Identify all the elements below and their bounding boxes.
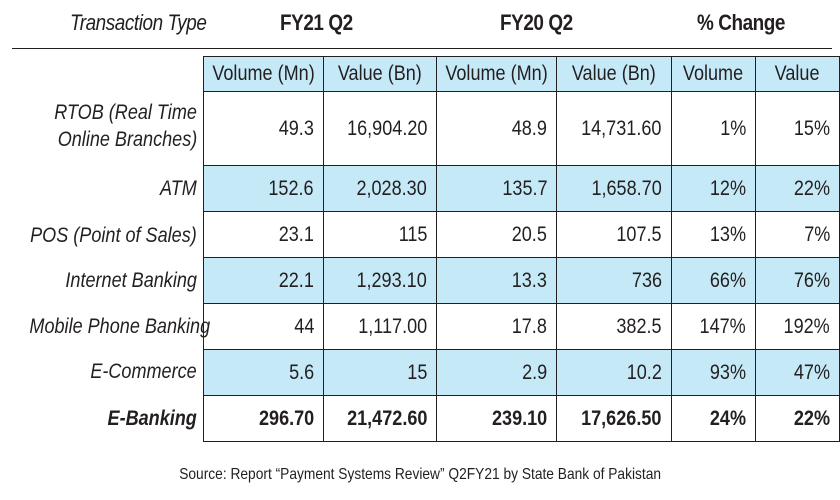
table-cell: 12% [670,165,757,212]
table-row: 152.6 2,028.30 135.7 1,658.70 12% 22% [202,165,840,212]
source-note: Source: Report “Payment Systems Review” … [179,466,661,483]
row-label-pos: POS (Point of Sales) [30,224,197,247]
table-cell: 23.1 [202,211,325,258]
table-row: 5.6 15 2.9 10.2 93% 47% [202,349,840,396]
subheader-cell: Volume [670,56,757,92]
subheader-cell: Value (Bn) [323,56,438,92]
subheader-cell: Value (Bn) [556,56,672,92]
table-row: 22.1 1,293.10 13.3 736 66% 76% [202,257,840,304]
subheader-cell: Value [755,56,840,92]
total-row: 296.70 21,472.60 239.10 17,626.50 24% 22… [202,395,840,442]
table-cell: 66% [670,257,757,304]
table-cell: 49.3 [202,91,325,166]
header-fy20-q2: FY20 Q2 [500,10,573,35]
table-cell: 47% [755,349,840,396]
table-cell: 13.3 [436,257,558,304]
table-cell: 13% [670,211,757,258]
table-cell: 76% [755,257,840,304]
table-cell: 1,117.00 [323,303,438,350]
subheader-row: Volume (Mn) Value (Bn) Volume (Mn) Value… [202,56,840,92]
row-label-rtob: RTOB (Real Time Online Branches) [54,101,197,151]
table-row: 23.1 115 20.5 107.5 13% 7% [202,211,840,258]
table-header: Transaction Type FY21 Q2 FY20 Q2 % Chang… [0,0,840,48]
header-transaction-type: Transaction Type [70,10,207,35]
table-cell: 296.70 [202,395,325,442]
table-cell: 93% [670,349,757,396]
table-cell: 15 [323,349,438,396]
table-cell: 2.9 [436,349,558,396]
table-cell: 382.5 [556,303,672,350]
header-fy21-q2: FY21 Q2 [280,10,353,35]
row-label-ecommerce: E-Commerce [90,360,197,383]
table-cell: 2,028.30 [323,165,438,212]
table-cell: 1,658.70 [556,165,672,212]
header-rule [12,48,832,49]
table-cell: 22% [755,395,840,442]
table-cell: 239.10 [436,395,558,442]
table-row: 44 1,117.00 17.8 382.5 147% 192% [202,303,840,350]
table-cell: 22.1 [202,257,325,304]
subheader-cell: Volume (Mn) [436,56,558,92]
table-cell: 115 [323,211,438,258]
table-cell: 24% [670,395,757,442]
table-cell: 15% [755,91,840,166]
table-cell: 48.9 [436,91,558,166]
row-label-internet-banking: Internet Banking [65,269,197,292]
table-cell: 17,626.50 [556,395,672,442]
row-label-atm: ATM [160,177,197,200]
header-percent-change: % Change [697,10,786,35]
table-cell: 22% [755,165,840,212]
table-row: 49.3 16,904.20 48.9 14,731.60 1% 15% [202,91,840,166]
table-cell: 20.5 [436,211,558,258]
table-cell: 147% [670,303,757,350]
table-cell: 152.6 [202,165,325,212]
table-cell: 736 [556,257,672,304]
table-cell: 7% [755,211,840,258]
row-label-ebanking: E-Banking [107,407,197,430]
table-cell: 192% [755,303,840,350]
table-cell: 5.6 [202,349,325,396]
table-cell: 16,904.20 [323,91,438,166]
table-cell: 1% [670,91,757,166]
table-cell: 10.2 [556,349,672,396]
table-cell: 135.7 [436,165,558,212]
table-cell: 21,472.60 [323,395,438,442]
subheader-cell: Volume (Mn) [202,56,325,92]
table-cell: 1,293.10 [323,257,438,304]
row-label-mobile-banking: Mobile Phone Banking [29,315,211,338]
table-cell: 14,731.60 [556,91,672,166]
table-cell: 107.5 [556,211,672,258]
table-cell: 17.8 [436,303,558,350]
transactions-table: Volume (Mn) Value (Bn) Volume (Mn) Value… [202,56,840,442]
table-cell: 44 [202,303,325,350]
